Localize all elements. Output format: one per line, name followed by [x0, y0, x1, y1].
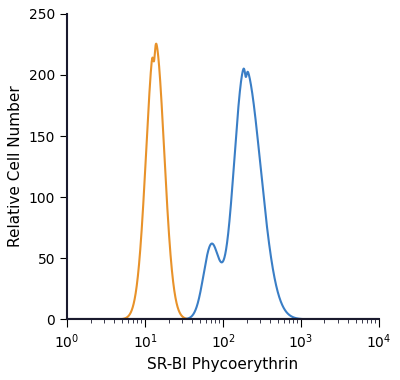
- Y-axis label: Relative Cell Number: Relative Cell Number: [8, 86, 23, 247]
- X-axis label: SR-BI Phycoerythrin: SR-BI Phycoerythrin: [148, 357, 298, 372]
